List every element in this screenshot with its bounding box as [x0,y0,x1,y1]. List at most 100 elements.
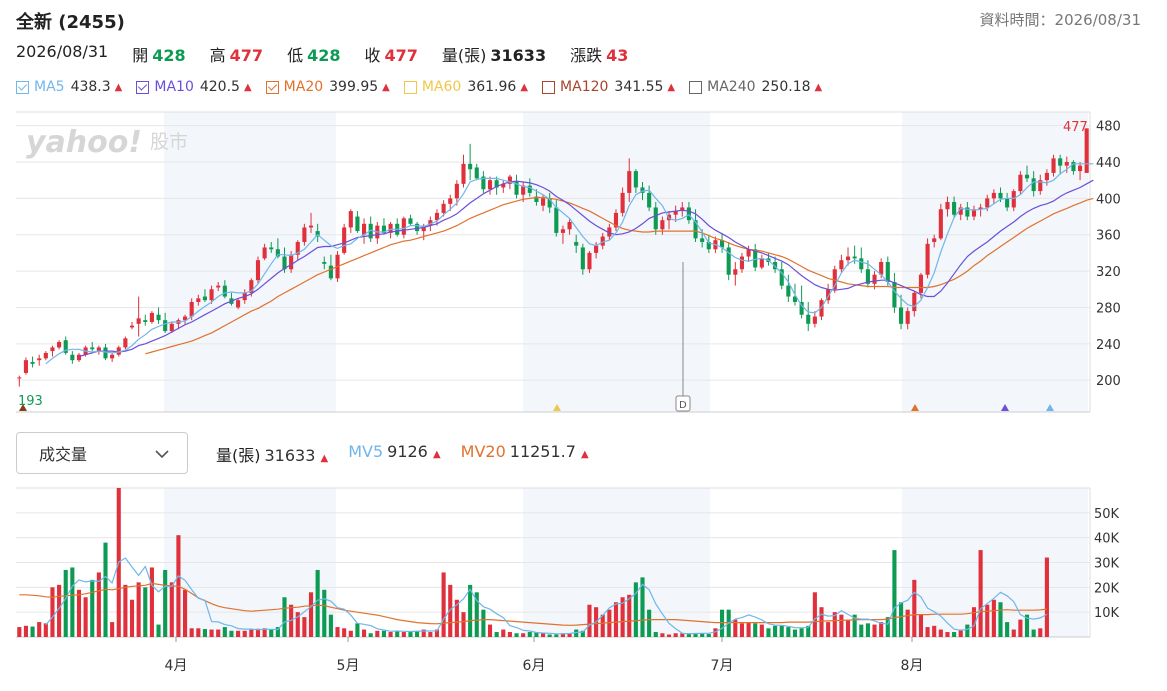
checkbox-icon[interactable] [542,80,556,94]
volume-tick-label: 20K [1094,581,1120,596]
volume-bar [1044,557,1049,637]
up-arrow-icon: ▲ [814,81,823,93]
volume-bar [222,627,227,637]
volume-bar [57,584,62,637]
open-value: 428 [152,46,186,65]
checkbox-icon[interactable] [16,80,29,94]
volume-bar [236,630,241,637]
volume-bar [872,624,877,637]
volume-bar [852,614,857,637]
candle-body [514,182,519,195]
month-label: 4月 [165,658,188,674]
volume-bar [494,632,499,637]
volume-bar [242,630,247,637]
vol-legend-label: 量(張) [216,446,261,465]
volume-bar [1011,629,1016,637]
checkbox-icon[interactable] [403,80,417,94]
ma-value: 361.96 [467,79,517,95]
candle-body [978,207,983,210]
high-label: 高 [209,46,226,65]
high-marker-label: 477 [1063,120,1088,135]
ma-legend-item-ma60[interactable]: MA60 361.96 ▲ [403,79,528,95]
candle-body [832,269,837,290]
volume-bar [700,633,705,637]
volume-bar [713,628,718,637]
mv20-legend-item: MV20 11251.7 ▲ [461,442,589,466]
volume-bar [262,628,267,637]
volume-bar [766,628,771,637]
volume-bar [693,633,698,637]
candle-body [202,296,207,301]
volume-bar [468,584,473,637]
candle-body [428,220,433,226]
candle-body [302,227,307,242]
checkbox-icon[interactable] [265,80,279,94]
volume-bar [37,622,42,637]
candle-body [103,347,108,359]
volume-bar [295,612,300,637]
candle-body [680,207,685,212]
candle-body [43,352,48,359]
volume-tick-label: 50K [1094,507,1120,522]
candle-body [819,300,824,317]
volume-bar [938,629,943,637]
volume-bar [501,629,506,637]
volume-bar [826,622,831,637]
ma-legend-item-ma10[interactable]: MA10 420.5 ▲ [136,79,252,95]
volume-bar [666,634,672,637]
candle-body [348,211,353,228]
signal-marker-icon [19,404,27,411]
mv20-legend-value: 11251.7 [509,442,576,461]
ma-legend-item-ma240[interactable]: MA240 250.18 ▲ [689,79,822,95]
candle-body [342,227,347,253]
checkbox-icon[interactable] [136,80,150,94]
candle-body [76,354,82,361]
ma-legend-item-ma120[interactable]: MA120 341.55 ▲ [542,79,675,95]
candle-body [282,256,287,270]
indicator-select[interactable]: 成交量 [16,432,188,474]
volume-bar [733,619,738,637]
candle-body [1058,158,1063,166]
candle-body [236,300,241,308]
candle-body [627,171,632,193]
low-label: 低 [287,46,304,65]
volume-bar [633,582,638,637]
vol-legend-value: 31633 [264,446,316,465]
volume-bar [189,628,194,637]
volume-bar [773,625,778,637]
candle-body [600,236,605,246]
volume-bar [335,627,340,637]
candle-body [912,292,917,312]
volume-bar [90,579,95,637]
volume-bar [23,625,28,637]
volume-bar [1018,619,1023,637]
candle-body [275,249,280,257]
signal-marker-icon [911,404,919,411]
ma-legend-item-ma5[interactable]: MA5 438.3 ▲ [16,79,122,95]
ma-legend-item-ma20[interactable]: MA20 399.95 ▲ [265,79,390,95]
candle-body [965,207,970,217]
checkbox-icon[interactable] [689,80,703,94]
candle-body [487,180,493,190]
volume-bar [985,604,990,637]
yahoo-watermark-section: 股市 [150,131,188,153]
candle-body [1064,162,1069,166]
candle-body [567,222,572,230]
candle-body [381,225,386,233]
volume-bar [110,622,115,637]
candle-body [792,296,798,302]
up-arrow-icon: ▲ [243,81,252,93]
candle-body [57,342,62,348]
volume-bar [560,633,565,637]
volume-bar [328,614,333,637]
volume-bar [574,629,579,637]
volume-tick-label: 10K [1094,606,1120,621]
candle-body [945,202,950,210]
volume-bar [620,597,625,637]
volume-bar [481,609,486,637]
candle-body [607,227,612,237]
volume-tick-label: 40K [1094,532,1120,547]
volume-bar [183,589,188,637]
up-arrow-icon: ▲ [114,81,123,93]
candle-body [474,167,479,179]
